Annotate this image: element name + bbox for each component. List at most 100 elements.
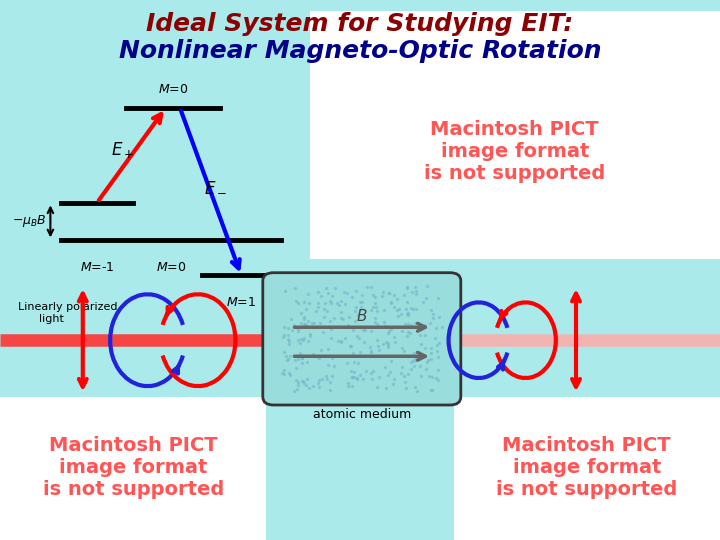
Point bbox=[298, 320, 310, 329]
Point bbox=[402, 309, 413, 318]
Point bbox=[421, 282, 433, 291]
Point bbox=[337, 315, 348, 323]
Point bbox=[323, 288, 334, 297]
Point bbox=[279, 366, 290, 375]
Point bbox=[278, 370, 289, 379]
Point bbox=[348, 373, 359, 381]
Point bbox=[326, 354, 338, 362]
Point bbox=[346, 342, 357, 351]
Point bbox=[315, 345, 327, 354]
Point bbox=[383, 327, 395, 335]
Point bbox=[284, 336, 295, 345]
Point bbox=[417, 321, 428, 330]
Point bbox=[365, 369, 377, 377]
Point bbox=[320, 284, 332, 293]
Point bbox=[423, 372, 435, 381]
Point bbox=[294, 339, 306, 348]
Point bbox=[391, 352, 402, 361]
Point bbox=[282, 323, 293, 332]
Point bbox=[335, 337, 346, 346]
Point bbox=[433, 313, 445, 322]
Point bbox=[284, 370, 296, 379]
Point bbox=[346, 293, 357, 301]
Point bbox=[325, 333, 337, 342]
Point bbox=[322, 345, 333, 353]
Point bbox=[289, 284, 301, 292]
Point bbox=[336, 308, 347, 316]
Point bbox=[331, 299, 343, 308]
Point bbox=[386, 325, 397, 334]
Point bbox=[312, 379, 323, 387]
Point bbox=[333, 336, 344, 345]
Point bbox=[419, 344, 431, 353]
Point bbox=[401, 284, 413, 293]
Point bbox=[351, 373, 363, 382]
Text: $\mathit{M}$=1: $\mathit{M}$=1 bbox=[226, 296, 256, 309]
Text: Macintosh PICT
image format
is not supported: Macintosh PICT image format is not suppo… bbox=[424, 120, 606, 183]
Point bbox=[307, 319, 318, 327]
Point bbox=[354, 298, 365, 306]
Point bbox=[302, 316, 313, 325]
Point bbox=[301, 375, 312, 383]
Point bbox=[365, 282, 377, 291]
Text: Ideal System for Studying EIT:: Ideal System for Studying EIT: bbox=[146, 12, 574, 36]
Point bbox=[377, 339, 389, 348]
Point bbox=[354, 348, 366, 356]
Point bbox=[276, 369, 288, 378]
Point bbox=[372, 342, 384, 350]
Point bbox=[295, 309, 307, 318]
Point bbox=[420, 364, 431, 373]
Point bbox=[279, 322, 290, 331]
Point bbox=[297, 354, 308, 363]
Point bbox=[391, 295, 402, 303]
Point bbox=[372, 320, 383, 328]
Point bbox=[414, 330, 426, 339]
Point bbox=[410, 354, 421, 362]
Point bbox=[400, 320, 411, 329]
Point bbox=[290, 363, 302, 372]
Point bbox=[343, 313, 354, 321]
Point bbox=[425, 306, 436, 314]
Point bbox=[315, 292, 327, 300]
Point bbox=[339, 300, 351, 309]
Point bbox=[356, 298, 368, 306]
Point bbox=[365, 347, 377, 355]
Point bbox=[343, 321, 354, 329]
Point bbox=[279, 330, 290, 339]
Point bbox=[425, 355, 436, 363]
Point bbox=[289, 321, 300, 329]
Point bbox=[354, 371, 366, 380]
Point bbox=[427, 313, 438, 322]
Point bbox=[360, 367, 372, 376]
Point bbox=[390, 338, 401, 347]
Point bbox=[348, 368, 360, 377]
Point bbox=[378, 306, 390, 314]
Point bbox=[392, 312, 404, 320]
Point bbox=[294, 335, 306, 344]
Point bbox=[409, 383, 420, 391]
FancyBboxPatch shape bbox=[0, 397, 266, 540]
Point bbox=[325, 325, 337, 333]
Point bbox=[384, 288, 395, 297]
Point bbox=[304, 384, 315, 393]
Point bbox=[368, 291, 379, 299]
Point bbox=[382, 329, 394, 338]
Point bbox=[300, 381, 312, 390]
Point bbox=[349, 307, 361, 315]
Point bbox=[400, 383, 412, 392]
Point bbox=[313, 354, 325, 363]
Point bbox=[426, 343, 437, 352]
Point bbox=[305, 331, 316, 340]
Text: Macintosh PICT
image format
is not supported: Macintosh PICT image format is not suppo… bbox=[42, 436, 224, 498]
Point bbox=[282, 335, 294, 343]
Text: $\mathit{M}$=-1: $\mathit{M}$=-1 bbox=[80, 261, 114, 274]
Point bbox=[407, 305, 418, 314]
Point bbox=[424, 319, 436, 327]
Point bbox=[413, 352, 425, 360]
Point bbox=[321, 375, 333, 383]
Point bbox=[388, 333, 400, 342]
Point bbox=[328, 314, 339, 323]
Point bbox=[298, 313, 310, 321]
Point bbox=[430, 324, 441, 333]
Point bbox=[422, 355, 433, 364]
